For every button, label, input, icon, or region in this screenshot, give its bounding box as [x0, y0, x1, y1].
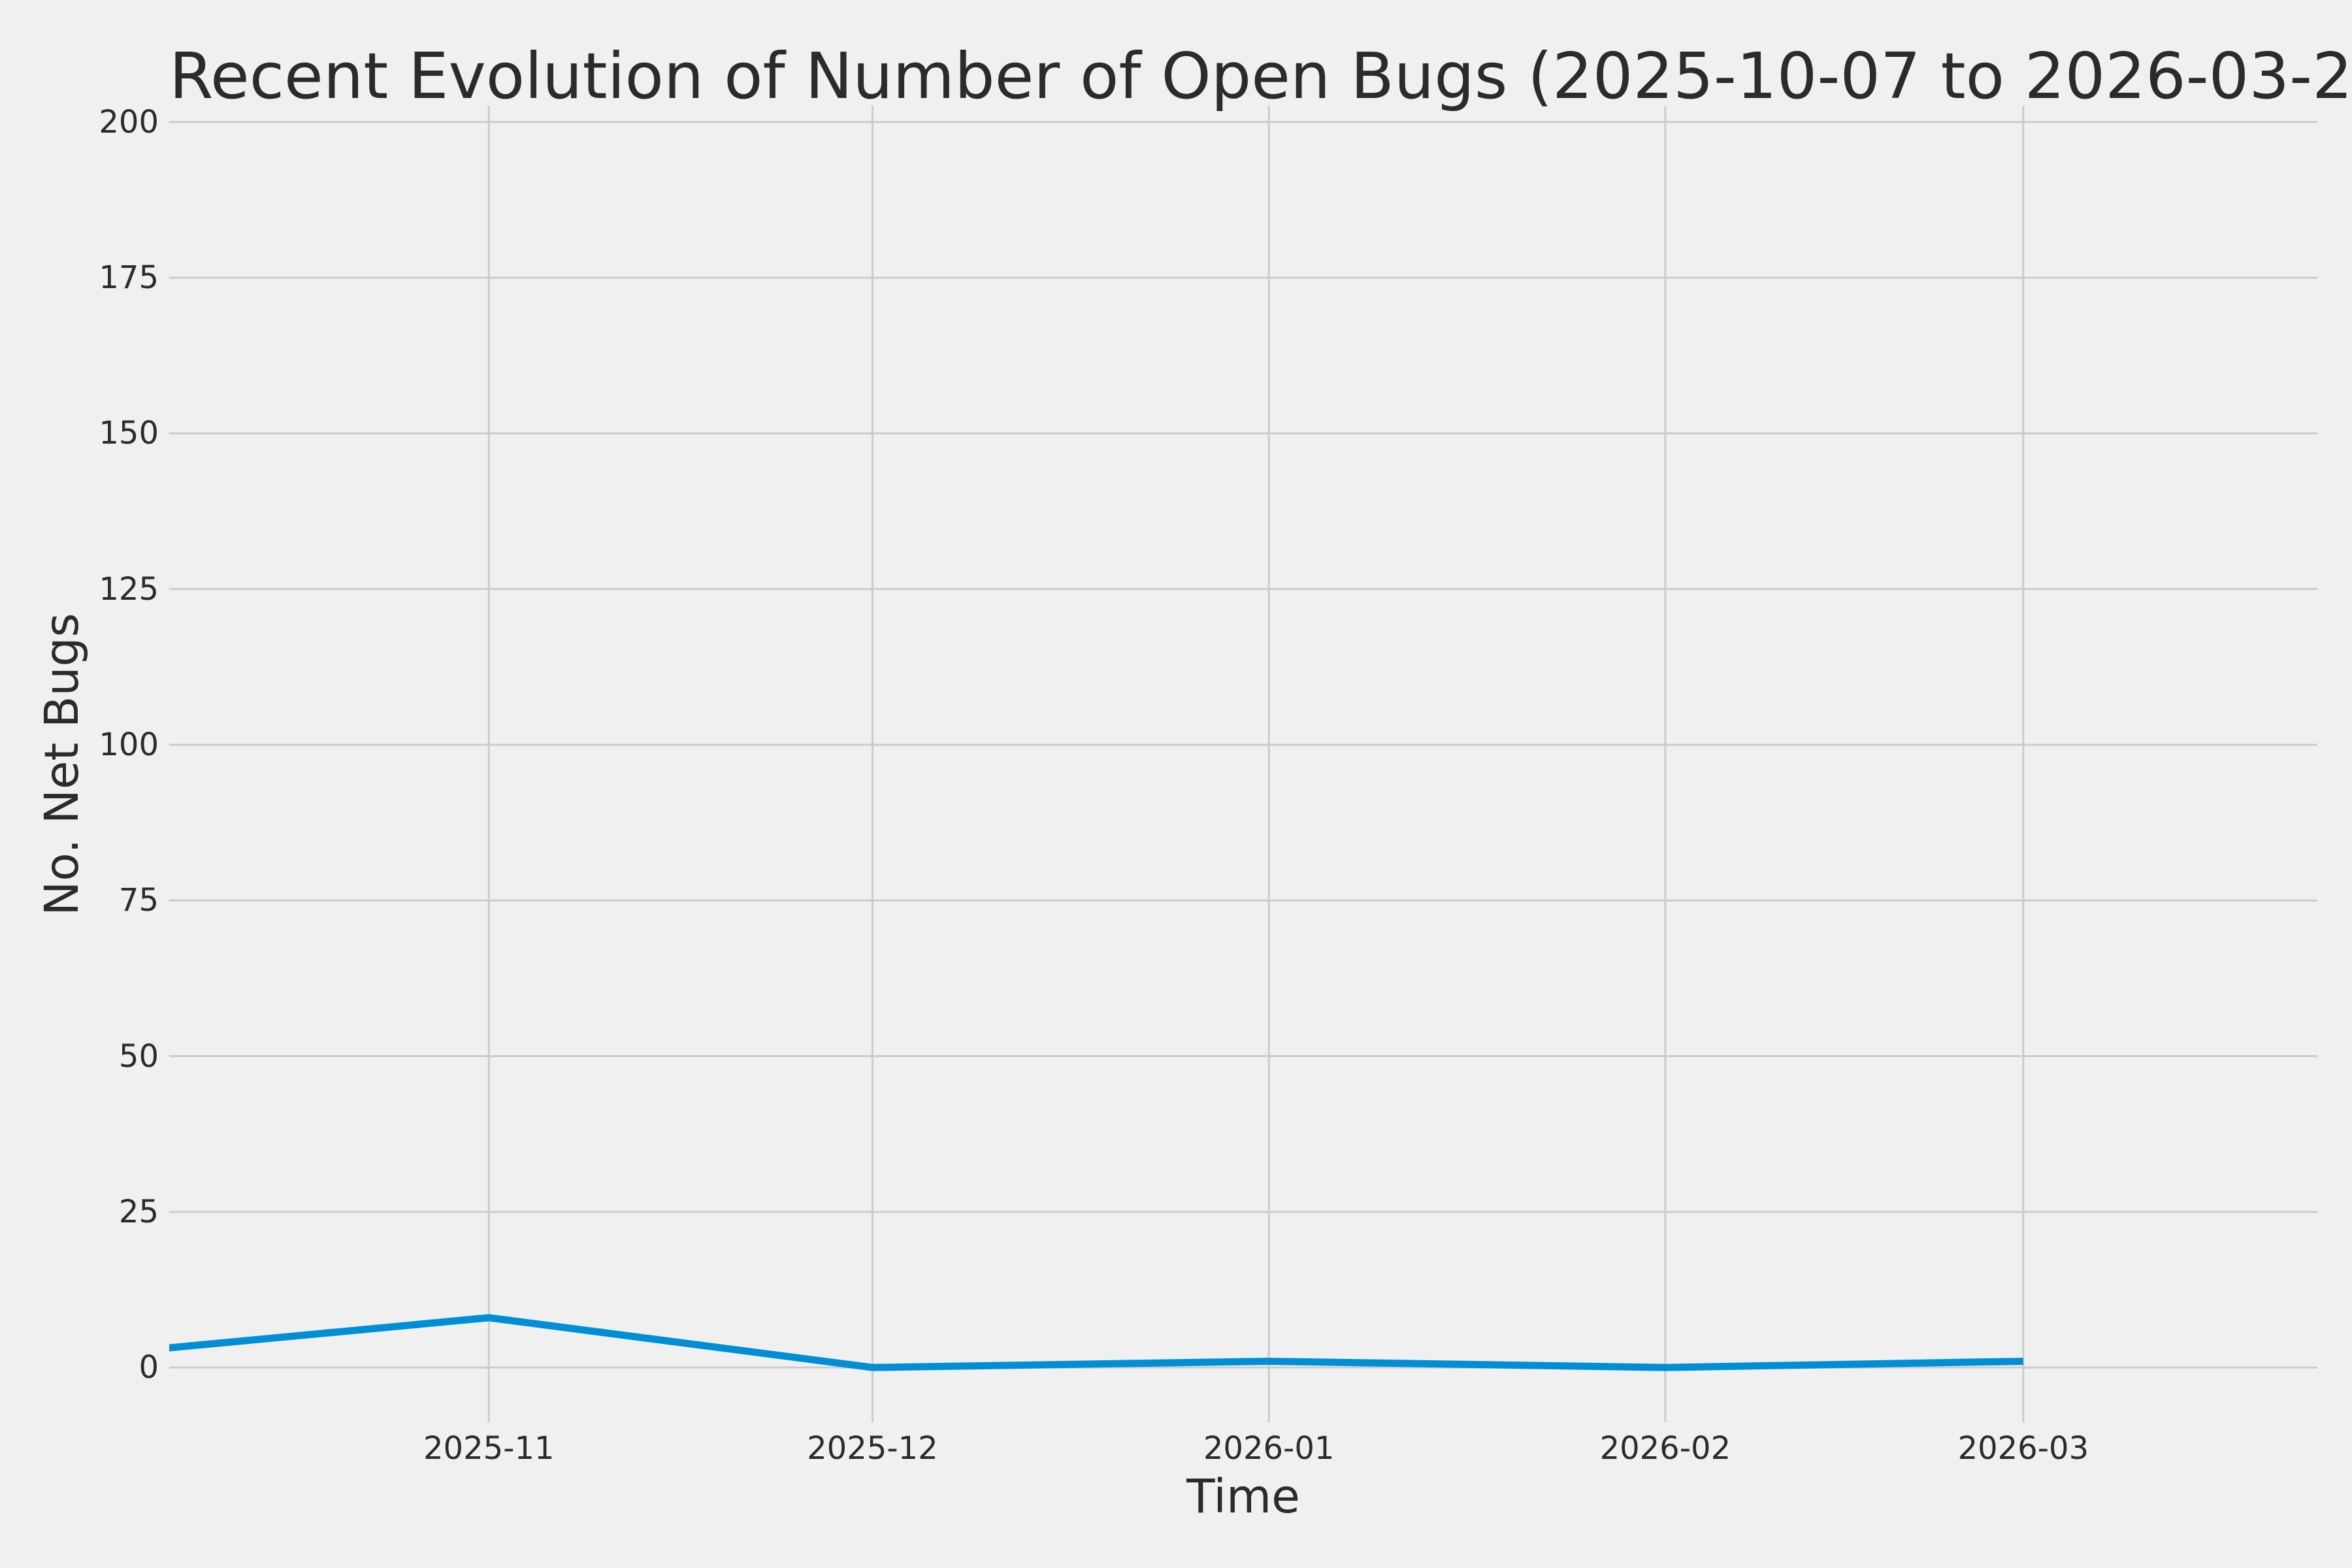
- y-tick-label-175: 175: [99, 259, 159, 297]
- y-tick-label-0: 0: [139, 1349, 159, 1386]
- y-tick-label-125: 125: [99, 570, 159, 608]
- x-tick-label-2025-12: 2025-12: [807, 1430, 938, 1467]
- y-tick-label-200: 200: [99, 103, 159, 140]
- chart-title: Recent Evolution of Number of Open Bugs …: [169, 39, 2352, 113]
- y-tick-label-50: 50: [118, 1037, 159, 1075]
- y-tick-label-75: 75: [118, 882, 159, 919]
- x-tick-label-2026-03: 2026-03: [1957, 1430, 2089, 1467]
- y-tick-label-100: 100: [99, 726, 159, 763]
- y-axis-label: No. Net Bugs: [34, 613, 89, 916]
- x-tick-label-2025-11: 2025-11: [423, 1430, 555, 1467]
- x-tick-label-2026-02: 2026-02: [1599, 1430, 1731, 1467]
- open-bugs-line-series-0: [169, 1314, 2023, 1371]
- y-tick-label-150: 150: [99, 415, 159, 452]
- y-tick-label-25: 25: [118, 1193, 159, 1230]
- x-tick-label-2026-01: 2026-01: [1203, 1430, 1335, 1467]
- x-axis-label: Time: [1186, 1469, 1300, 1524]
